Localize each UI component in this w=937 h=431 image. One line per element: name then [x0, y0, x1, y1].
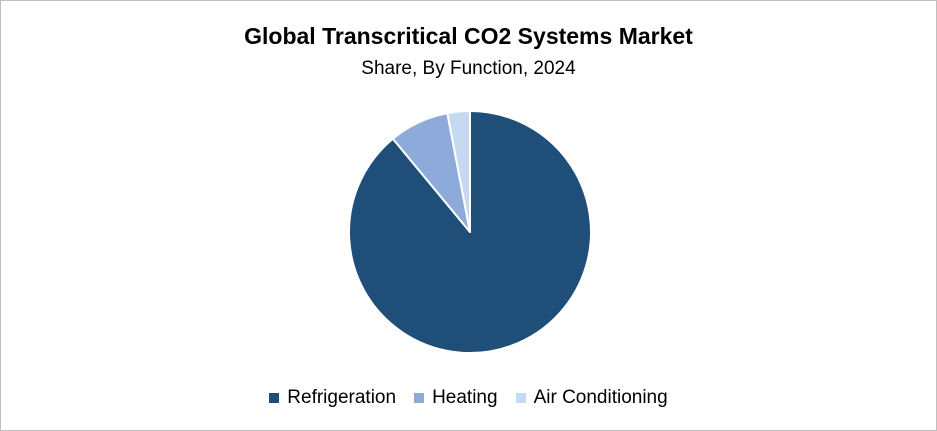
- legend-item-refrigeration: Refrigeration: [269, 386, 396, 410]
- legend-item-air-conditioning: Air Conditioning: [515, 386, 668, 410]
- legend-swatch-air-conditioning: [515, 393, 526, 403]
- legend-item-heating: Heating: [414, 386, 498, 410]
- pie-chart: [348, 109, 592, 354]
- legend-swatch-refrigeration: [269, 393, 280, 403]
- legend-label-refrigeration: Refrigeration: [287, 387, 397, 408]
- legend: Refrigeration Heating Air Conditioning: [1, 385, 936, 411]
- legend-swatch-heating: [414, 393, 425, 403]
- chart-title: Global Transcritical CO2 Systems Market: [244, 23, 693, 49]
- legend-label-air-conditioning: Air Conditioning: [533, 387, 668, 408]
- legend-label-heating: Heating: [432, 387, 498, 408]
- chart-subtitle: Share, By Function, 2024: [361, 58, 576, 79]
- pie-slice-air-conditioning: [446, 109, 471, 233]
